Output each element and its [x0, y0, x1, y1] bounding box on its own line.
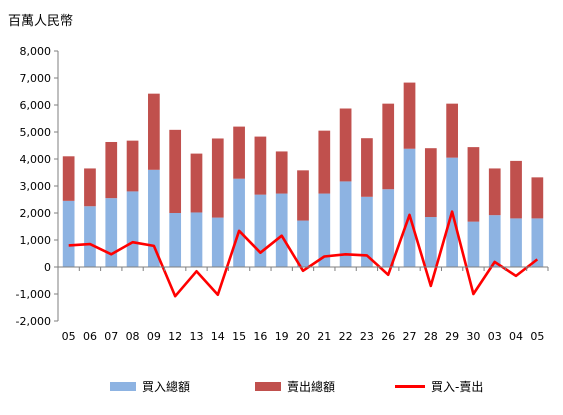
bar-buy: [84, 206, 96, 267]
bar-buy: [105, 198, 118, 267]
bar-buy: [467, 221, 480, 267]
x-tick-label: 22: [339, 330, 353, 343]
x-tick-label: 13: [189, 330, 203, 343]
bar-sell: [339, 108, 352, 182]
legend: 買入總額 賣出總額 買入-賣出: [0, 376, 563, 396]
x-tick-label: 21: [317, 330, 331, 343]
y-tick-label: 2,000: [20, 207, 52, 220]
bar-sell: [126, 140, 139, 192]
x-tick-label: 29: [445, 330, 459, 343]
bar-sell: [446, 103, 458, 158]
bar-buy: [275, 193, 288, 267]
bar-buy: [126, 191, 139, 267]
y-tick-label: 5,000: [20, 126, 52, 139]
legend-label-buy: 買入總額: [142, 379, 191, 394]
y-tick-label: 6,000: [20, 99, 52, 112]
bar-sell: [403, 82, 416, 149]
x-tick-label: 15: [232, 330, 246, 343]
bar-sell: [488, 168, 501, 216]
bar-sell: [467, 147, 480, 222]
bar-buy: [531, 218, 544, 267]
bar-buy: [361, 196, 373, 267]
y-tick-label: 4,000: [20, 153, 52, 166]
x-tick-label: 28: [424, 330, 438, 343]
bar-buy: [403, 148, 416, 267]
x-tick-label: 27: [403, 330, 417, 343]
bar-sell: [233, 126, 245, 179]
x-tick-label: 26: [381, 330, 395, 343]
x-tick-label: 12: [168, 330, 182, 343]
net-series-line: [68, 210, 539, 298]
bar-buy: [318, 193, 331, 267]
bar-buy: [190, 212, 203, 267]
legend-swatch-buy: [110, 381, 136, 391]
x-tick-label: 20: [296, 330, 310, 343]
bar-sell: [148, 93, 160, 170]
bar-buy: [62, 200, 75, 267]
bar-buy: [488, 215, 501, 267]
bar-buy: [211, 217, 224, 267]
bar-sell: [105, 141, 118, 199]
bar-buy: [424, 217, 437, 267]
x-tick-label: 23: [360, 330, 374, 343]
y-axis-unit-label: 百萬人民幣: [8, 14, 74, 29]
bar-buy: [169, 213, 182, 267]
y-tick-label: -1,000: [16, 288, 51, 301]
legend-item-sell: 賣出總額: [255, 376, 335, 396]
x-tick-label: 09: [147, 330, 161, 343]
bar-buy: [233, 178, 245, 267]
x-tick-label: 14: [211, 330, 225, 343]
bar-sell: [318, 130, 331, 194]
bar-buy: [339, 181, 352, 267]
x-tick-label: 16: [253, 330, 267, 343]
y-tick-label: -2,000: [16, 315, 51, 328]
bar-sell: [424, 148, 437, 218]
bar-sell: [361, 138, 373, 197]
bar-sell: [254, 136, 267, 195]
bar-sell: [190, 153, 203, 213]
x-tick-label: 19: [275, 330, 289, 343]
bar-buy: [297, 220, 309, 267]
bar-sell: [62, 156, 75, 201]
legend-swatch-net: [395, 384, 425, 388]
x-tick-label: 30: [466, 330, 480, 343]
x-tick-label: 07: [104, 330, 118, 343]
y-tick-label: 8,000: [20, 45, 52, 58]
y-axis: -2,000 -1,000 0 1,000 2,000 3,000 4,000 5,000 6,…: [16, 45, 59, 328]
bar-sell: [275, 151, 288, 194]
bar-sell: [297, 170, 309, 221]
y-tick-label: 1,000: [20, 234, 52, 247]
bar-sell: [382, 103, 395, 190]
bar-sell: [510, 160, 522, 219]
x-tick-label: 05: [62, 330, 76, 343]
x-tick-label: 04: [509, 330, 523, 343]
y-tick-label: 3,000: [20, 180, 52, 193]
bar-sell: [531, 177, 544, 219]
bar-sell: [84, 168, 96, 207]
x-axis: 05 06 07 08 09 12 13 14 15 16 19 20 21 22 23 26 27 28 29 30…: [57, 266, 549, 343]
bar-buy: [148, 169, 160, 267]
x-tick-label: 08: [126, 330, 140, 343]
legend-label-net: 買入-賣出: [431, 379, 484, 394]
legend-swatch-sell: [255, 381, 281, 391]
bar-buy: [382, 189, 395, 267]
bars: [62, 82, 544, 267]
x-tick-label: 03: [488, 330, 502, 343]
net-line: [68, 210, 539, 298]
legend-item-net: 買入-賣出: [395, 376, 483, 396]
bar-sell: [169, 129, 182, 213]
bar-buy: [254, 194, 267, 267]
y-tick-label: 0: [44, 261, 51, 274]
legend-label-sell: 賣出總額: [287, 379, 336, 394]
y-tick-label: 7,000: [20, 72, 52, 85]
x-tick-label: 06: [83, 330, 97, 343]
bar-buy: [510, 218, 522, 267]
x-tick-label: 05: [530, 330, 544, 343]
bar-sell: [211, 138, 224, 218]
legend-item-buy: 買入總額: [110, 376, 190, 396]
